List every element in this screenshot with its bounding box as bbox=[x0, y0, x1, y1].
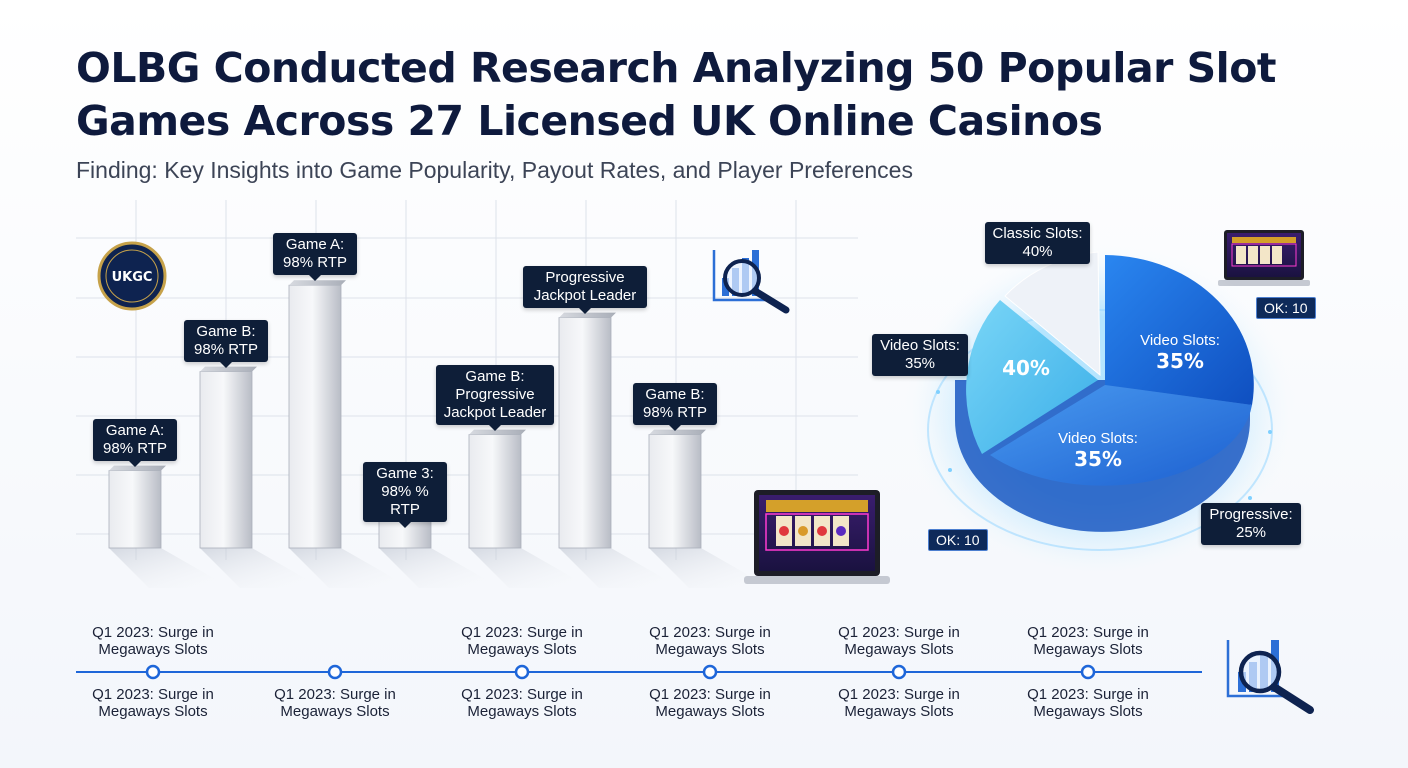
timeline-label-bottom: Q1 2023: Surge in Megaways Slots bbox=[1027, 686, 1149, 720]
pie-callout-progressive: Progressive: 25% bbox=[1201, 503, 1301, 545]
ukgc-seal-icon: UKGC bbox=[97, 241, 167, 311]
pie-callout-classic: Classic Slots: 40% bbox=[985, 222, 1090, 264]
bar-callout: Game A: 98% RTP bbox=[93, 418, 177, 467]
pie-slice-label: Video Slots: bbox=[1058, 430, 1138, 447]
pie-slice-value: 40% bbox=[1002, 356, 1050, 380]
timeline-label-bottom: Q1 2023: Surge in Megaways Slots bbox=[92, 686, 214, 720]
bar-callout: Progressive Jackpot Leader bbox=[523, 265, 647, 314]
bar-callout: Game B: 98% RTP bbox=[633, 382, 717, 431]
bar-callout: Game A: 98% RTP bbox=[273, 233, 357, 282]
pie-slice-classic bbox=[1004, 251, 1101, 377]
slot-laptop-icon bbox=[744, 490, 890, 584]
seal-text: UKGC bbox=[112, 270, 153, 285]
timeline-label-bottom: Q1 2023: Surge in Megaways Slots bbox=[838, 686, 960, 720]
timeline-dot bbox=[702, 664, 718, 680]
timeline-dot bbox=[1080, 664, 1096, 680]
bar-callout: Game B: Progressive Jackpot Leader bbox=[436, 364, 554, 431]
analytics-magnifier-icon bbox=[712, 250, 790, 314]
page-title: OLBG Conducted Research Analyzing 50 Pop… bbox=[76, 44, 1276, 145]
ok-badge-top: OK: 10 bbox=[1256, 297, 1316, 319]
bar-chart-bars bbox=[108, 280, 771, 588]
timeline-dot bbox=[891, 664, 907, 680]
pie-slice-label-video-bottom: Video Slots: 35% bbox=[1043, 430, 1153, 471]
bar bbox=[648, 429, 771, 588]
timeline-label-top: Q1 2023: Surge in Megaways Slots bbox=[1027, 624, 1149, 658]
pie-chart bbox=[900, 240, 1300, 580]
timeline-dot bbox=[514, 664, 530, 680]
bar-callout: Game 3: 98% % RTP bbox=[363, 461, 447, 528]
bar bbox=[468, 429, 591, 588]
page-subtitle: Finding: Key Insights into Game Populari… bbox=[76, 157, 913, 183]
analytics-magnifier-bottom-icon bbox=[1226, 640, 1314, 714]
timeline-label-top: Q1 2023: Surge in Megaways Slots bbox=[461, 624, 583, 658]
pie-slice-value: 35% bbox=[1074, 447, 1122, 471]
pie-slice-label-light: 40% bbox=[996, 356, 1056, 380]
timeline-label-top: Q1 2023: Surge in Megaways Slots bbox=[838, 624, 960, 658]
pie-slice-light bbox=[966, 300, 1098, 454]
timeline-label-bottom: Q1 2023: Surge in Megaways Slots bbox=[461, 686, 583, 720]
slot-laptop-small-icon bbox=[1218, 230, 1310, 286]
timeline-label-bottom: Q1 2023: Surge in Megaways Slots bbox=[649, 686, 771, 720]
pie-slice-label-video-right: Video Slots: 35% bbox=[1125, 332, 1235, 373]
bar bbox=[288, 280, 411, 588]
pie-callout-video: Video Slots: 35% bbox=[872, 334, 968, 376]
ok-badge-bottom: OK: 10 bbox=[928, 529, 988, 551]
bar bbox=[558, 312, 681, 588]
pie-slice-value: 35% bbox=[1156, 349, 1204, 373]
timeline-dot bbox=[327, 664, 343, 680]
timeline-label-bottom: Q1 2023: Surge in Megaways Slots bbox=[274, 686, 396, 720]
pie-slice-video-right bbox=[1105, 255, 1254, 405]
bar-callout: Game B: 98% RTP bbox=[184, 319, 268, 368]
bar bbox=[199, 366, 322, 588]
timeline-markers bbox=[145, 664, 1096, 680]
pie-slice-video-bottom bbox=[990, 385, 1252, 486]
bar bbox=[108, 465, 231, 588]
pie-slice-label: Video Slots: bbox=[1140, 332, 1220, 349]
timeline-dot bbox=[145, 664, 161, 680]
timeline-label-top: Q1 2023: Surge in Megaways Slots bbox=[92, 624, 214, 658]
timeline-label-top: Q1 2023: Surge in Megaways Slots bbox=[649, 624, 771, 658]
